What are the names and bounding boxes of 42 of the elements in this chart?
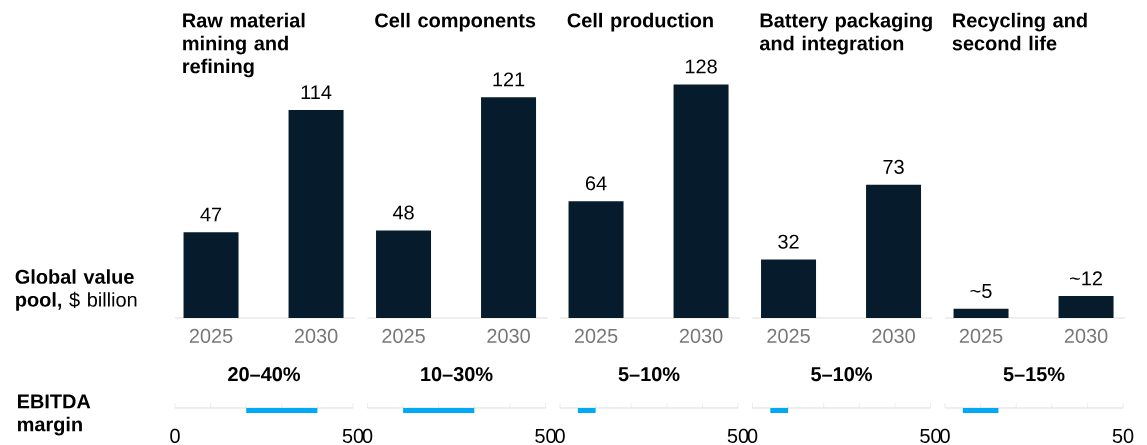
data-label: 64	[585, 176, 607, 191]
chart-title: Recycling and second life	[952, 12, 1087, 51]
data-label: 47	[200, 207, 222, 222]
data-label: 121	[493, 72, 525, 87]
y-axis-title: EBITDA margin	[17, 394, 91, 436]
data-label: 48	[392, 205, 414, 220]
x-tick-label: 2025	[767, 328, 810, 343]
x-tick-label: 50	[1112, 428, 1134, 443]
x-tick-label: 50	[727, 428, 749, 443]
data-label: 114	[301, 85, 332, 100]
x-tick-label: 0	[555, 428, 565, 443]
chart-title: Cell components	[375, 12, 536, 32]
chart-title: 5–10%	[811, 367, 872, 382]
chart-title: 5–10%	[618, 367, 680, 382]
chart-title: 20–40%	[228, 367, 301, 382]
data-label: ~12	[1070, 271, 1102, 286]
chart-title: 10–30%	[421, 367, 493, 382]
x-tick-label: 0	[747, 428, 758, 443]
x-tick-label: 50	[535, 428, 556, 443]
chart-title: 5–15%	[1003, 367, 1065, 382]
chart-title: Battery packaging and integration	[759, 12, 932, 55]
x-tick-label: 0	[170, 428, 180, 443]
chart-title: Raw material mining and refining	[183, 12, 305, 78]
x-tick-label: 2025	[382, 328, 425, 343]
data-label: 32	[778, 234, 799, 249]
x-tick-label: 2025	[959, 328, 1003, 343]
x-tick-label: 0	[362, 428, 373, 443]
x-tick-label: 0	[940, 428, 950, 443]
data-label: 73	[883, 159, 904, 174]
chart-title: Cell production	[567, 12, 713, 32]
x-tick-label: 50	[342, 428, 364, 443]
data-label: 128	[685, 59, 717, 74]
x-tick-label: 2030	[679, 328, 723, 343]
y-axis-title: Global value pool, $ billion	[15, 269, 137, 311]
data-label: ~5	[970, 284, 992, 299]
x-tick-label: 2030	[294, 328, 338, 343]
x-tick-label: 2030	[1064, 328, 1108, 343]
x-tick-label: 2030	[872, 328, 915, 343]
x-tick-label: 2025	[189, 328, 233, 343]
x-tick-label: 2030	[487, 328, 530, 343]
x-tick-label: 2025	[574, 328, 618, 343]
x-tick-label: 50	[920, 428, 941, 443]
